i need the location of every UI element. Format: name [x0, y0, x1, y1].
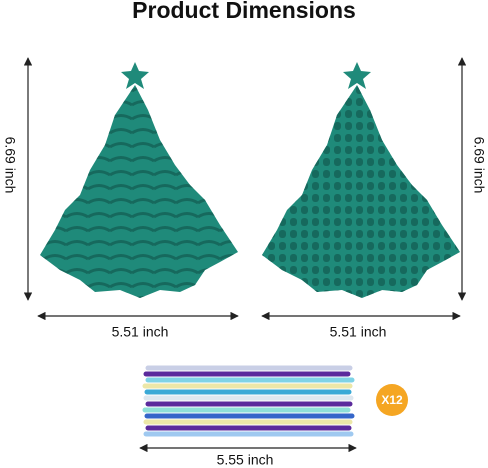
tree-mat-left: [40, 62, 238, 298]
height-label: 6.69 inch: [471, 137, 487, 194]
tree-mat-right: [262, 62, 460, 298]
sticks: [142, 365, 355, 437]
width-label: 5.55 inch: [217, 452, 274, 468]
title: Product Dimensions: [132, 0, 356, 23]
count-badge: [376, 384, 408, 416]
width-label: 5.51 inch: [330, 324, 387, 340]
width-label: 5.51 inch: [112, 324, 169, 340]
height-label: 6.69 inch: [2, 137, 18, 194]
count-label: X12: [381, 393, 403, 407]
